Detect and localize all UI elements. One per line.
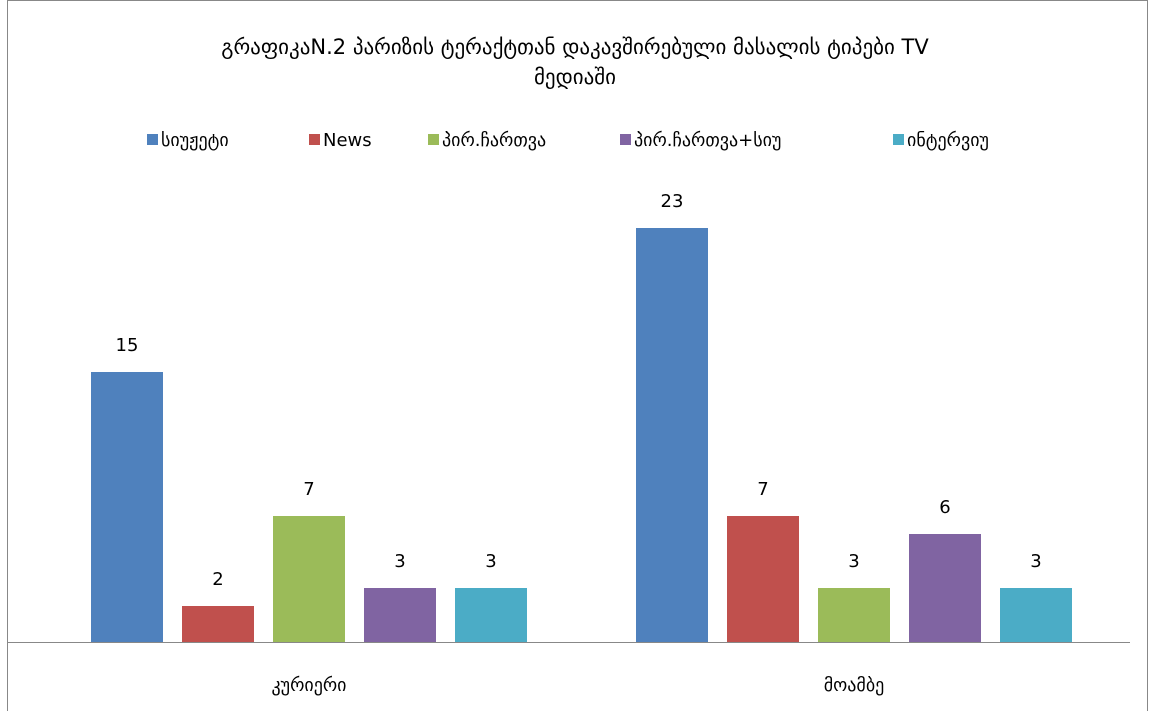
legend-swatch bbox=[428, 134, 439, 145]
legend-label: News bbox=[323, 130, 372, 151]
legend-label: სიუჟეტი bbox=[161, 130, 229, 151]
value-label: 7 bbox=[757, 479, 768, 500]
value-label: 3 bbox=[848, 551, 859, 572]
chart-border bbox=[7, 0, 1148, 711]
bar bbox=[909, 534, 981, 642]
bar bbox=[1000, 588, 1072, 642]
bar bbox=[364, 588, 436, 642]
legend-label: პირ.ჩართვა bbox=[442, 130, 546, 151]
value-label: 7 bbox=[303, 479, 314, 500]
bar bbox=[727, 516, 799, 642]
value-label: 3 bbox=[485, 551, 496, 572]
x-tick-label: მოამბე bbox=[824, 675, 885, 696]
legend-swatch bbox=[309, 134, 320, 145]
value-label: 3 bbox=[394, 551, 405, 572]
legend-swatch bbox=[893, 134, 904, 145]
chart-title: გრაფიკაN.2 პარიზის ტერაქტთან დაკავშირებუ… bbox=[221, 35, 929, 89]
legend-label: პირ.ჩართვა+სიუ bbox=[634, 130, 781, 151]
value-label: 23 bbox=[661, 191, 684, 212]
value-label: 6 bbox=[939, 497, 950, 518]
bar bbox=[182, 606, 254, 642]
legend-label: ინტერვიუ bbox=[907, 130, 989, 151]
bar bbox=[455, 588, 527, 642]
value-label: 2 bbox=[212, 569, 223, 590]
value-label: 15 bbox=[116, 335, 139, 356]
legend-swatch bbox=[620, 134, 631, 145]
value-label: 3 bbox=[1030, 551, 1041, 572]
legend-swatch bbox=[147, 134, 158, 145]
bar bbox=[636, 228, 708, 642]
bar bbox=[818, 588, 890, 642]
x-tick-label: კურიერი bbox=[271, 675, 346, 696]
bar bbox=[91, 372, 163, 642]
bar bbox=[273, 516, 345, 642]
